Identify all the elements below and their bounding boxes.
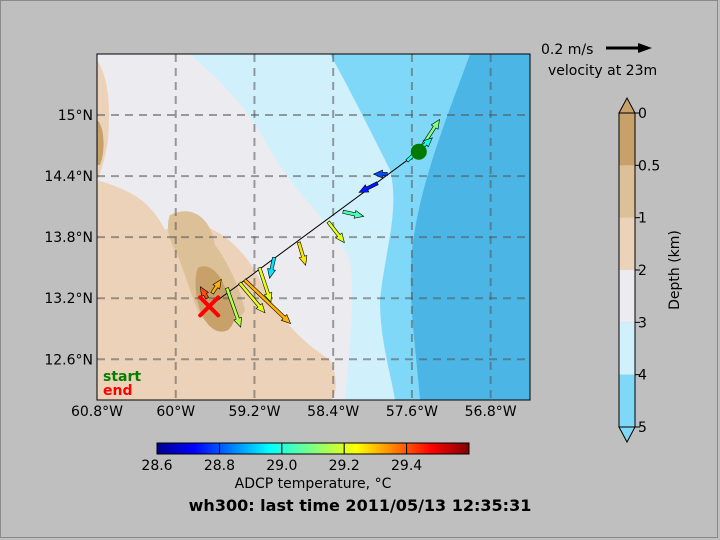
depth-colorbar-bottom-extension xyxy=(618,426,636,444)
velocity-arrow xyxy=(243,278,292,325)
depth-colorbar-band xyxy=(619,322,635,375)
velocity-arrow xyxy=(326,220,345,244)
velocity-arrow xyxy=(372,169,388,179)
velocity-arrow xyxy=(267,256,277,279)
lat-tick-label: 15°N xyxy=(58,108,93,124)
latitude-labels: 15°N 14.4°N 13.8°N 13.2°N 12.6°N xyxy=(44,108,93,368)
depth-tick-label: 5 xyxy=(638,420,647,436)
longitude-labels: 60.8°W 60°W 59.2°W 58.4°W 57.6°W 56.8°W xyxy=(71,404,517,420)
end-marker xyxy=(198,295,221,318)
temp-tick-label: 29.0 xyxy=(266,458,297,474)
velocity-arrow xyxy=(342,209,365,219)
temp-tick-label: 28.8 xyxy=(204,458,235,474)
depth-colorbar-band xyxy=(619,217,635,270)
depth-colorbar: 0 0.5 1 2 3 4 5 Depth (km) xyxy=(618,96,683,444)
figure-title: wh300: last time 2011/05/13 12:35:31 xyxy=(188,496,532,515)
depth-tick-label: 4 xyxy=(638,368,647,384)
start-marker xyxy=(410,143,427,160)
depth-colorbar-band xyxy=(619,270,635,323)
velocity-label: velocity at 23m xyxy=(548,63,657,79)
map-panel[interactable]: start end 15°N 14.4°N 13.8°N 13.2°N 12.6°N 6… xyxy=(44,53,531,420)
velocity-scale-key: 0.2 m/s velocity at 23m xyxy=(541,42,657,79)
velocity-arrow xyxy=(225,287,242,328)
depth-tick-label: 0.5 xyxy=(638,158,660,174)
temp-tick-label: 29.2 xyxy=(329,458,360,474)
lon-tick-label: 60°W xyxy=(156,404,195,420)
lat-tick-label: 12.6°N xyxy=(44,352,93,368)
velocity-arrow xyxy=(358,181,379,193)
depth-tick-label: 0 xyxy=(638,106,647,122)
depth-tick-label: 1 xyxy=(638,211,647,227)
depth-colorbar-band xyxy=(619,374,635,427)
scale-arrow-icon xyxy=(638,43,652,53)
shallow-edge xyxy=(97,120,104,165)
lon-tick-label: 60.8°W xyxy=(71,404,123,420)
map-border xyxy=(96,53,531,401)
temp-tick-label: 28.6 xyxy=(141,458,172,474)
bathymetry: start end xyxy=(97,54,530,400)
temperature-colorbar-gradient xyxy=(156,442,470,455)
depth-tick-label: 2 xyxy=(638,263,647,279)
lat-tick-label: 14.4°N xyxy=(44,169,93,185)
lon-tick-label: 56.8°W xyxy=(465,404,517,420)
depth-colorbar-band xyxy=(619,113,635,166)
temperature-colorbar-label: ADCP temperature, °C xyxy=(235,476,392,492)
end-label: end xyxy=(103,383,132,399)
start-label: start xyxy=(103,369,141,385)
lon-tick-label: 58.4°W xyxy=(307,404,359,420)
depth-colorbar-top-extension xyxy=(618,96,636,114)
velocity-arrow xyxy=(296,241,308,266)
speed-label: 0.2 m/s xyxy=(541,42,593,58)
lon-tick-label: 59.2°W xyxy=(228,404,280,420)
depth-tick-label: 3 xyxy=(638,315,647,331)
velocity-arrow xyxy=(210,278,222,295)
temp-tick-label: 29.4 xyxy=(391,458,422,474)
velocity-arrow xyxy=(199,286,210,300)
lat-tick-label: 13.8°N xyxy=(44,230,93,246)
depth-colorbar-label: Depth (km) xyxy=(667,230,683,310)
lon-tick-label: 57.6°W xyxy=(386,404,438,420)
depth-colorbar-band xyxy=(619,165,635,218)
velocity-arrow xyxy=(238,281,266,314)
temperature-colorbar: 28.6 28.8 29.0 29.2 29.4 ADCP temperature, °… xyxy=(141,442,470,492)
velocity-arrow xyxy=(257,266,273,303)
lat-tick-label: 13.2°N xyxy=(44,291,93,307)
